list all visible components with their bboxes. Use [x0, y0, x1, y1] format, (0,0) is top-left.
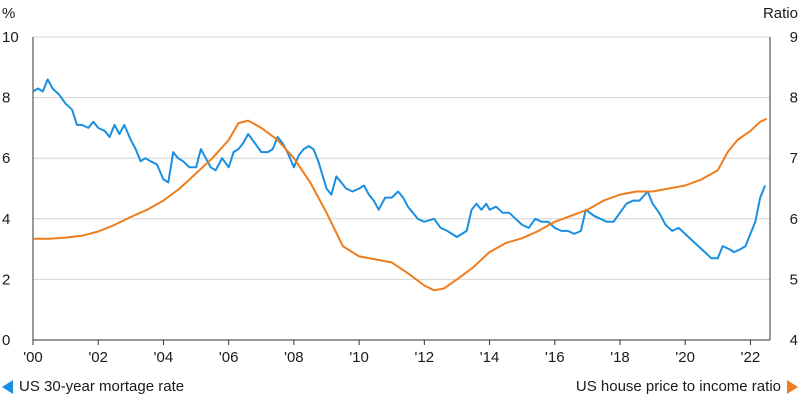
x-tick-label: '18: [610, 349, 630, 366]
y-right-tick-label: 6: [790, 211, 798, 228]
series-lines: [32, 78, 768, 292]
y-left-tick-label: 4: [2, 211, 10, 228]
legend-ratio-label: US house price to income ratio: [575, 378, 781, 395]
y-right-tick-label: 4: [790, 332, 798, 349]
x-tick-label: '20: [675, 349, 695, 366]
y-right-tick-label: 8: [790, 90, 798, 107]
y-left-tick-label: 0: [2, 332, 10, 349]
x-tick-label: '08: [284, 349, 304, 366]
tick-labels: 0 2 4 6 8 10 4 5 6 7 8 9 '00 '02 '04 '06 '08 '10 '12 '14 '16…: [2, 29, 798, 366]
triangle-left-icon: [2, 379, 13, 394]
y-left-tick-label: 2: [2, 271, 10, 288]
y-right-unit-label: Ratio: [763, 5, 798, 22]
y-right-tick-label: 5: [790, 271, 798, 288]
y-right-tick-label: 9: [790, 29, 798, 46]
y-left-tick-label: 10: [2, 29, 19, 46]
x-tick-label: '10: [349, 349, 369, 366]
x-tick-label: '14: [480, 349, 500, 366]
legend-mortgage-label: US 30-year mortage rate: [19, 378, 185, 395]
triangle-right-icon: [787, 379, 798, 394]
y-left-unit-label: %: [2, 5, 15, 22]
axes: [32, 37, 771, 345]
series-line-ratio: [33, 117, 768, 292]
y-right-tick-label: 7: [790, 150, 798, 167]
x-tick-label: '12: [415, 349, 435, 366]
series-line-mortgage: [32, 78, 767, 260]
x-tick-label: '22: [741, 349, 761, 366]
x-tick-label: '16: [545, 349, 565, 366]
legend-mortgage-rate: US 30-year mortage rate: [2, 378, 184, 395]
y-left-tick-label: 8: [2, 90, 10, 107]
y-left-tick-label: 6: [2, 150, 10, 167]
x-tick-label: '00: [23, 349, 43, 366]
x-tick-label: '02: [88, 349, 108, 366]
gridlines: [33, 36, 770, 280]
x-tick-label: '06: [219, 349, 239, 366]
x-tick-label: '04: [154, 349, 174, 366]
legend-price-income-ratio: US house price to income ratio: [576, 378, 798, 395]
